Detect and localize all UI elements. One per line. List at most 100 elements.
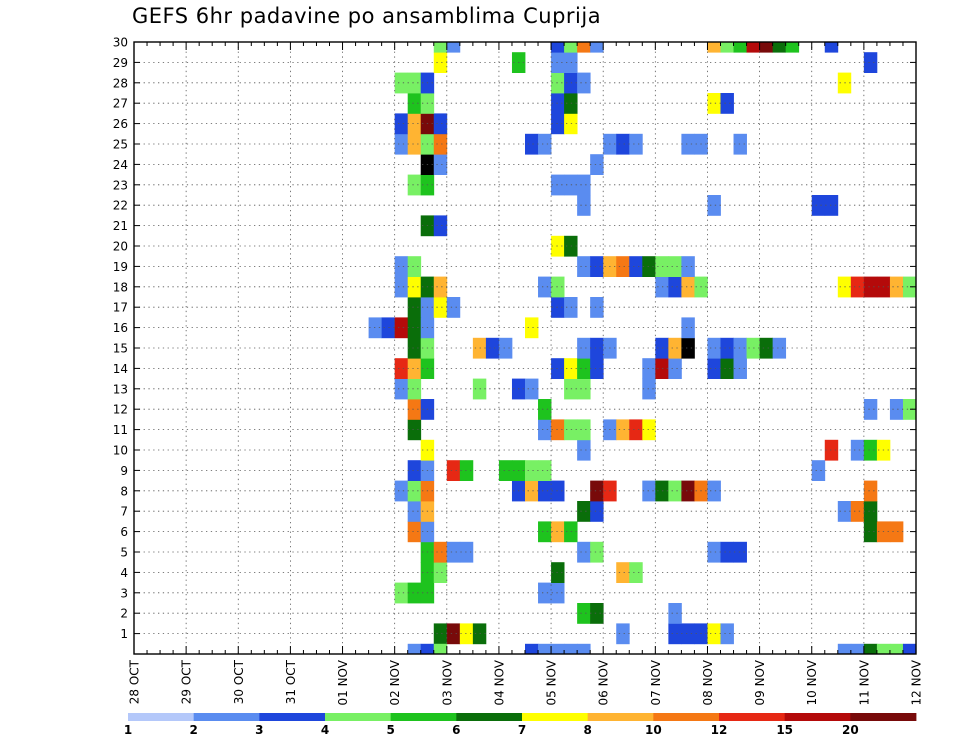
heatmap-cell <box>590 480 604 502</box>
y-tick-label: 1 <box>120 627 128 641</box>
heatmap-cell <box>525 460 539 481</box>
y-tick-label: 13 <box>113 382 128 396</box>
y-tick-label: 28 <box>113 76 128 90</box>
heatmap-cell <box>889 521 904 543</box>
heatmap-cell <box>433 215 448 237</box>
colorbar-label: 2 <box>189 723 197 737</box>
heatmap-cell <box>577 42 591 53</box>
colorbar-swatch <box>653 713 720 721</box>
heatmap-cell <box>551 72 565 94</box>
heatmap-cell <box>642 358 656 379</box>
heatmap-cell <box>381 317 396 339</box>
heatmap-cell <box>811 195 826 216</box>
heatmap-cell <box>433 297 448 318</box>
heatmap-cell <box>577 541 591 563</box>
colorbar-label: 1 <box>124 723 132 737</box>
heatmap-cell <box>525 480 539 502</box>
heatmap-cell <box>551 419 565 441</box>
x-tick-label: 08 NOV <box>701 659 715 705</box>
heatmap-cell <box>446 297 461 318</box>
colorbar-swatch <box>784 713 851 721</box>
colorbar-label: 4 <box>321 723 329 737</box>
heatmap-cell <box>420 643 435 655</box>
heatmap-cell <box>629 133 643 155</box>
heatmap-cell <box>525 643 539 655</box>
x-tick-label: 29 OCT <box>180 659 194 704</box>
heatmap-cell <box>733 358 747 379</box>
heatmap-cell <box>616 133 630 155</box>
heatmap-cell <box>551 521 565 543</box>
heatmap-cell <box>407 93 422 114</box>
y-tick-label: 11 <box>113 423 128 437</box>
heatmap-cell <box>525 317 539 339</box>
heatmap-cell <box>577 501 591 522</box>
heatmap-cell <box>902 399 917 420</box>
heatmap-cell <box>407 72 422 94</box>
heatmap-cell <box>759 337 774 359</box>
heatmap-cell <box>394 582 409 604</box>
x-tick-label: 28 OCT <box>128 659 142 704</box>
heatmap-cell <box>824 42 839 53</box>
heatmap-cell <box>642 256 656 277</box>
heatmap-cell <box>407 256 422 277</box>
heatmap-cell <box>551 297 565 318</box>
heatmap-cell <box>551 643 565 655</box>
heatmap-cell <box>407 297 422 318</box>
heatmap-cell <box>394 480 409 502</box>
heatmap-cell <box>590 358 604 379</box>
heatmap-cell <box>824 439 839 461</box>
heatmap-cell <box>394 378 409 400</box>
y-tick-label: 2 <box>120 607 128 621</box>
x-tick-label: 11 NOV <box>857 659 871 705</box>
heatmap-cell <box>876 643 891 655</box>
colorbar-label: 15 <box>776 723 793 737</box>
colorbar-swatch <box>522 713 589 721</box>
heatmap-cell <box>472 378 487 400</box>
colorbar-swatch <box>719 713 786 721</box>
heatmap-cell <box>459 460 474 481</box>
heatmap-cell <box>668 480 682 502</box>
heatmap-cell <box>407 643 422 655</box>
heatmap-cell <box>394 113 409 135</box>
heatmap-cell <box>485 337 500 359</box>
heatmap-cell <box>551 113 565 135</box>
colorbar-label: 6 <box>452 723 460 737</box>
x-tick-label: 02 NOV <box>388 659 402 705</box>
colorbar: 1 2 3 4 5 6 7 8 10 12 15 20 <box>124 713 917 737</box>
heatmap-cell <box>394 72 409 94</box>
heatmap-cell <box>577 358 591 379</box>
y-tick-label: 27 <box>113 97 128 111</box>
heatmap-cell <box>902 276 917 298</box>
heatmap-cell <box>459 623 474 645</box>
heatmap-cell <box>863 439 878 461</box>
x-tick-label: 01 NOV <box>336 659 350 705</box>
heatmap-cell <box>590 603 604 624</box>
heatmap-cell <box>551 480 565 502</box>
heatmap-cell <box>551 582 565 604</box>
heatmap-cell <box>707 337 721 359</box>
y-tick-label: 14 <box>113 362 128 376</box>
y-tick-label: 25 <box>113 138 128 152</box>
heatmap-cell <box>863 276 878 298</box>
colorbar-swatch <box>325 713 392 721</box>
y-tick-label: 9 <box>120 464 128 478</box>
heatmap-cell <box>551 174 565 196</box>
y-tick-label: 26 <box>113 117 128 131</box>
heatmap-cell <box>668 337 682 359</box>
heatmap-cell <box>433 133 448 155</box>
heatmap-cell <box>642 419 656 441</box>
y-tick-label: 18 <box>113 280 128 294</box>
heatmap-cell <box>394 358 409 379</box>
chart-title: GEFS 6hr padavine po ansamblima Cuprija <box>132 4 602 28</box>
heatmap-cell <box>577 174 591 196</box>
heatmap-cell <box>590 501 604 522</box>
colorbar-label: 10 <box>645 723 662 737</box>
x-axis: 28 OCT 29 OCT 30 OCT 31 OCT 01 NOV 02 NOV 03 N… <box>128 42 924 706</box>
colorbar-label: 5 <box>386 723 394 737</box>
heatmap-cell <box>707 480 721 502</box>
y-tick-label: 23 <box>113 178 128 192</box>
heatmap-cell <box>629 419 643 441</box>
y-tick-label: 24 <box>113 158 128 172</box>
heatmap-cell <box>733 337 747 359</box>
heatmap-cell <box>407 113 422 135</box>
